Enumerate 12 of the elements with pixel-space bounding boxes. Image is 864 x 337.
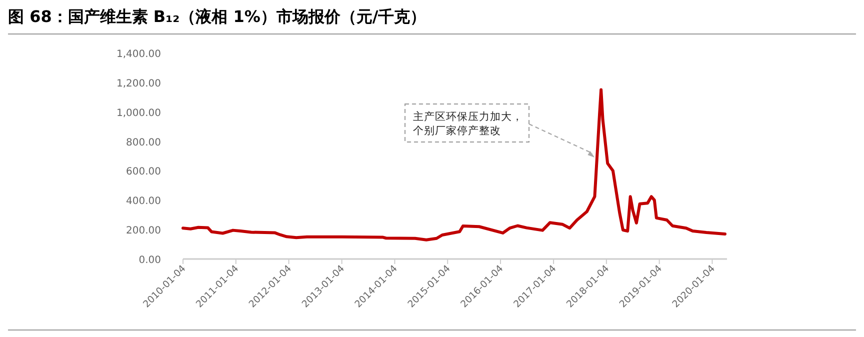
y-tick-label: 0.00 xyxy=(138,255,161,266)
annotation: 主产区环保压力加大，个别厂家停产整改 xyxy=(413,110,523,137)
y-tick-label: 200.00 xyxy=(126,226,161,237)
y-tick-label: 1,000.00 xyxy=(116,108,161,119)
y-tick-label: 1,200.00 xyxy=(116,78,161,90)
y-tick-label: 800.00 xyxy=(126,137,161,148)
y-tick-label: 1,400.00 xyxy=(116,49,161,60)
y-tick-label: 600.00 xyxy=(126,166,161,178)
annotation: 主产区环保压力加大，个别厂家停产整改 xyxy=(404,104,595,158)
line-series xyxy=(182,88,726,242)
y-tick-label: 400.00 xyxy=(126,196,161,208)
chart-title: 图 68：国产维生素 B₁₂（液相 1%）市场报价（元/千克） xyxy=(8,7,426,26)
